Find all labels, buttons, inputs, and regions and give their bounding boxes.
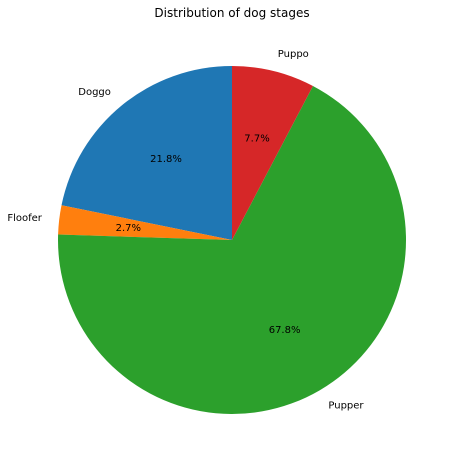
chart-title: Distribution of dog stages [154, 6, 309, 20]
pie-slice-doggo [61, 66, 233, 240]
pie-slice-puppo [232, 66, 313, 240]
pie-labels: Doggo 21.8% Floofer 2.7% Pupper 67.8% Puppo 7.7… [7, 49, 364, 411]
slice-label-pupper: Pupper [328, 400, 364, 411]
slice-percent-puppo: 7.7% [244, 134, 269, 145]
slice-label-puppo: Puppo [278, 49, 309, 60]
slice-label-doggo: Doggo [78, 87, 111, 98]
pie-slices [58, 66, 407, 415]
pie-slice-pupper [58, 85, 407, 415]
slice-percent-floofer: 2.7% [116, 223, 141, 234]
slice-percent-pupper: 67.8% [269, 325, 301, 336]
slice-label-floofer: Floofer [7, 213, 42, 224]
pie-slice-floofer [58, 205, 233, 240]
slice-percent-doggo: 21.8% [150, 154, 182, 165]
